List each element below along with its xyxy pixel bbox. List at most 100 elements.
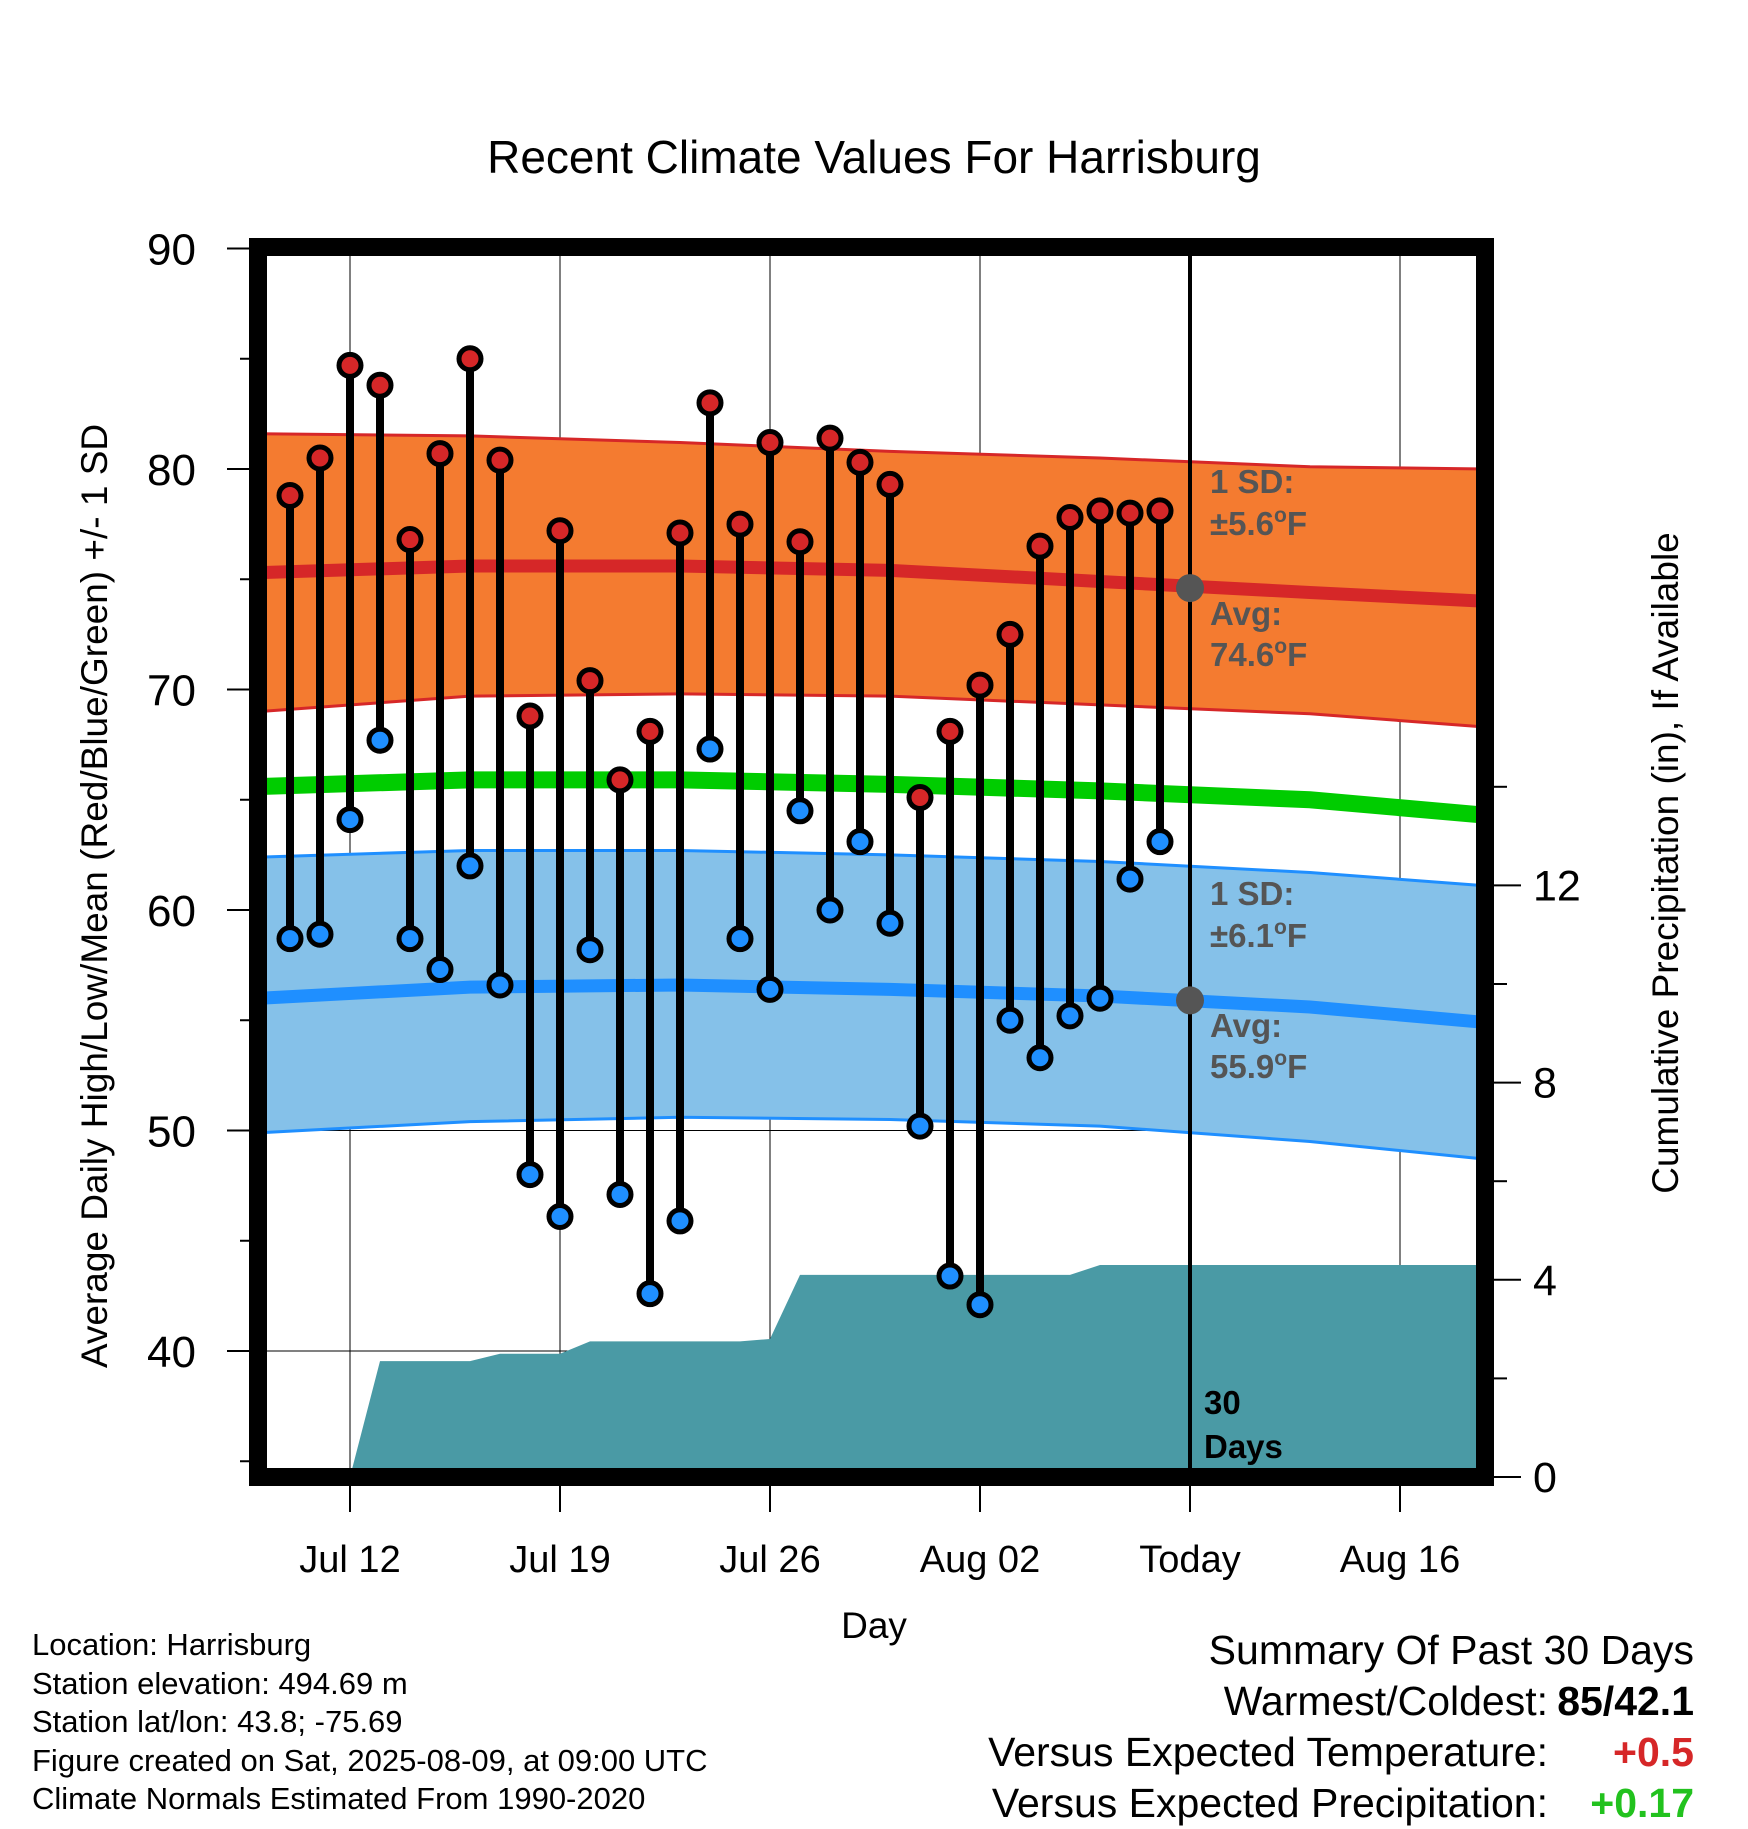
normal-bands (259, 432, 1486, 1161)
x-tick-label: Jul 19 (509, 1539, 610, 1581)
y-tick-label: 90 (147, 226, 196, 275)
high-sd-band (260, 433, 1485, 727)
plot-frame (249, 238, 1494, 1486)
daily-low-marker (396, 925, 424, 953)
y-tick-label: 80 (147, 446, 196, 495)
daily-high-marker (936, 717, 964, 745)
daily-low-marker (996, 1006, 1024, 1034)
daily-high-marker (1146, 497, 1174, 525)
high-avg-value: 74.6oF (1210, 635, 1307, 673)
daily-low-marker (1116, 865, 1144, 893)
y-tick-label: 40 (147, 1328, 196, 1377)
daily-low-marker (696, 735, 724, 763)
daily-low-marker (666, 1207, 694, 1235)
high-sd-value: ±5.6oF (1210, 504, 1307, 542)
low-avg-label: Avg: (1210, 1007, 1282, 1044)
daily-low-marker (966, 1291, 994, 1319)
normal-low-line (259, 978, 1486, 1029)
daily-high-marker (906, 784, 934, 812)
daily-high-marker (306, 444, 334, 472)
daily-high-marker (696, 389, 724, 417)
elevation-text: Station elevation: 494.69 m (32, 1665, 408, 1701)
daily-high-marker (666, 519, 694, 547)
y2-tick-label: 4 (1533, 1257, 1557, 1305)
daily-high-marker (756, 429, 784, 457)
today-low-avg-dot (1176, 986, 1204, 1015)
daily-high-marker (636, 717, 664, 745)
y2-tick-label: 0 (1533, 1454, 1557, 1502)
high-avg-label: Avg: (1210, 595, 1282, 632)
cumulative-precip-area (350, 1265, 1485, 1477)
daily-high-marker (996, 620, 1024, 648)
low-avg-value: 55.9oF (1210, 1047, 1307, 1085)
daily-high-marker (846, 448, 874, 476)
daily-high-marker (1026, 532, 1054, 560)
chart-title: Recent Climate Values For Harrisburg (487, 131, 1261, 183)
low-sd-label: 1 SD: (1210, 875, 1294, 912)
daily-high-marker (816, 424, 844, 452)
summary-title: Summary Of Past 30 Days (1208, 1627, 1694, 1673)
daily-high-marker (516, 702, 544, 730)
daily-low-marker (276, 925, 304, 953)
daily-low-marker (906, 1112, 934, 1140)
daily-high-marker (396, 526, 424, 554)
daily-low-marker (366, 726, 394, 754)
low-sd-lower-line (259, 1115, 1486, 1161)
period-number: 30 (1204, 1384, 1241, 1421)
y-axis-label: Average Daily High/Low/Mean (Red/Blue/Gr… (74, 424, 115, 1368)
daily-high-marker (786, 528, 814, 556)
daily-high-marker (366, 371, 394, 399)
daily-low-marker (1056, 1002, 1084, 1030)
daily-high-marker (336, 351, 364, 379)
y2-tick-label: 8 (1533, 1060, 1557, 1108)
period-label: Days (1204, 1428, 1283, 1465)
x-axis-label: Day (841, 1605, 907, 1646)
y-tick-label: 60 (147, 887, 196, 936)
daily-high-marker (726, 510, 754, 538)
daily-low-marker (816, 896, 844, 924)
x-tick-label: Jul 12 (299, 1539, 400, 1581)
daily-high-marker (456, 345, 484, 373)
daily-high-marker (546, 517, 574, 545)
created-text: Figure created on Sat, 2025-08-09, at 09… (32, 1742, 708, 1778)
y2-tick-label: 12 (1533, 862, 1581, 910)
temp-vs-expected-label: Versus Expected Temperature: (988, 1729, 1548, 1775)
daily-low-marker (1026, 1044, 1054, 1072)
summary-temp-row: Versus Expected Temperature: +0.5 (988, 1727, 1694, 1778)
daily-high-marker (576, 667, 604, 695)
daily-high-marker (606, 766, 634, 794)
x-tick-label: Today (1139, 1539, 1240, 1581)
today-markers (1176, 574, 1204, 1015)
daily-low-marker (876, 909, 904, 937)
daily-high-marker (276, 481, 304, 509)
latlon-text: Station lat/lon: 43.8; -75.69 (32, 1704, 403, 1739)
location-text: Location: Harrisburg (32, 1627, 312, 1662)
daily-high-marker (966, 671, 994, 699)
station-info: Location: Harrisburg Station elevation: … (32, 1626, 708, 1819)
daily-low-marker (336, 806, 364, 834)
daily-low-marker (756, 975, 784, 1003)
daily-low-marker (786, 797, 814, 825)
daily-low-marker (846, 828, 874, 856)
daily-low-marker (606, 1180, 634, 1208)
x-tick-label: Aug 02 (920, 1539, 1040, 1581)
daily-high-marker (486, 446, 514, 474)
precip-area (350, 1265, 1485, 1477)
daily-high-marker (1116, 499, 1144, 527)
daily-high-marker (1086, 497, 1114, 525)
high-sd-label: 1 SD: (1210, 463, 1294, 500)
daily-low-marker (1086, 984, 1114, 1012)
daily-low-marker (726, 925, 754, 953)
warm-cold-value: 85/42.1 (1557, 1678, 1694, 1724)
precip-vs-expected-value: +0.17 (1590, 1780, 1694, 1826)
low-sd-band (260, 850, 1485, 1160)
daily-high-marker (1056, 504, 1084, 532)
daily-low-marker (936, 1262, 964, 1290)
daily-range-stems (286, 358, 1164, 1305)
y2-axis-label: Cumulative Precipitation (in), If Availa… (1645, 532, 1686, 1194)
daily-low-marker (546, 1202, 574, 1230)
today-high-avg-dot (1176, 574, 1204, 603)
daily-high-marker (876, 470, 904, 498)
summary-precip-row: Versus Expected Precipitation: +0.17 (992, 1778, 1694, 1829)
